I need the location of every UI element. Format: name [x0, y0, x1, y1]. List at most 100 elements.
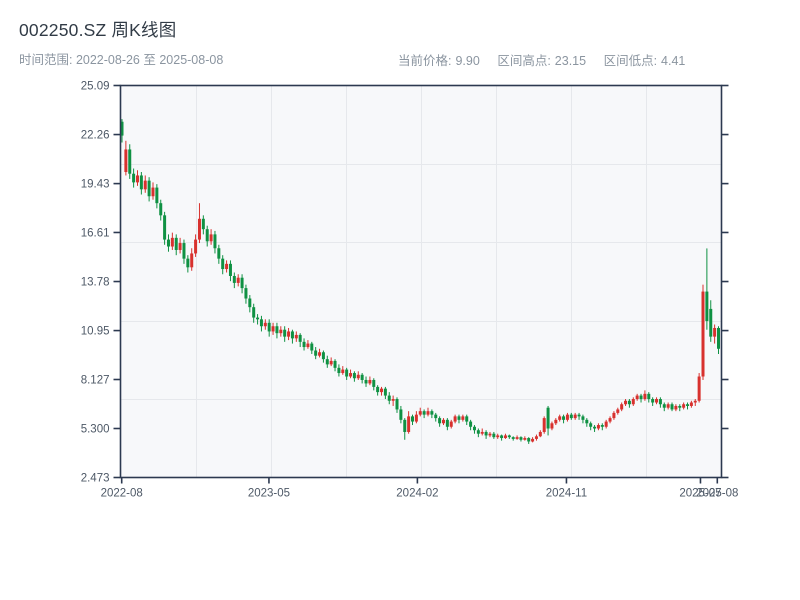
candle	[128, 149, 132, 174]
candle	[569, 414, 573, 419]
candle	[201, 218, 205, 230]
candle	[248, 298, 252, 308]
candle	[244, 288, 248, 299]
candle	[655, 399, 659, 403]
stat-range-high: 区间高点: 23.15	[497, 54, 586, 68]
candle	[182, 243, 186, 259]
candle	[546, 407, 550, 429]
candle	[445, 419, 449, 427]
candle	[259, 319, 263, 327]
candle	[418, 411, 422, 415]
candle	[252, 307, 256, 318]
candle	[349, 373, 353, 377]
candle	[329, 360, 333, 365]
candle	[573, 414, 577, 419]
stat-value: 23.15	[554, 54, 587, 68]
candle	[670, 404, 674, 410]
candle	[651, 399, 655, 403]
candle	[135, 175, 139, 183]
candle	[426, 411, 430, 415]
gridlines	[120, 85, 722, 478]
x-axis: 2022-08 2023-05 2024-02 2024-11 2025-072025-…	[101, 477, 738, 500]
candle	[364, 379, 368, 384]
candle	[391, 399, 395, 401]
candle	[631, 399, 635, 405]
candle	[558, 416, 562, 420]
candle	[550, 423, 554, 429]
candle	[283, 329, 287, 337]
y-tick-label: 10.95	[81, 325, 110, 337]
candle	[360, 374, 364, 380]
candle	[197, 218, 201, 240]
candle	[414, 414, 418, 422]
candles-group	[120, 119, 720, 444]
candle	[507, 435, 511, 438]
candle	[430, 411, 434, 415]
candle	[500, 435, 504, 439]
candle	[314, 350, 318, 356]
candle	[438, 418, 442, 424]
candle	[209, 234, 213, 242]
candle	[151, 187, 155, 197]
stats-bar: 当前价格: 9.90 区间高点: 23.15 区间低点: 4.41	[398, 50, 699, 69]
candle	[395, 399, 399, 410]
candle	[624, 400, 628, 405]
candle	[693, 400, 697, 403]
candle	[217, 248, 221, 259]
candle	[523, 438, 527, 440]
candle	[139, 175, 143, 190]
candle	[387, 395, 391, 401]
candle	[527, 438, 531, 442]
candle	[709, 308, 713, 337]
candle	[225, 263, 229, 270]
candle	[469, 421, 473, 427]
candle	[376, 386, 380, 393]
candle	[194, 239, 198, 254]
candle	[124, 149, 128, 172]
kline-chart: 25.09 22.26 19.43 16.61 13.78 10.95 8.127 5.300…	[81, 80, 739, 500]
stat-label: 区间低点:	[603, 54, 658, 68]
candle	[565, 414, 569, 420]
candle	[213, 234, 217, 249]
y-tick-label: 13.78	[81, 276, 110, 288]
candle	[221, 258, 225, 270]
candle	[190, 253, 194, 268]
candle	[422, 411, 426, 415]
page-title: 002250.SZ 周K线图	[19, 20, 177, 40]
candle	[449, 421, 453, 427]
candle	[686, 404, 690, 406]
candle	[267, 322, 271, 332]
candle	[178, 243, 182, 250]
candle	[515, 437, 519, 439]
candle	[488, 433, 492, 436]
candle	[240, 277, 244, 289]
candle	[538, 431, 542, 437]
candle	[519, 437, 523, 440]
candle	[465, 416, 469, 422]
candle	[302, 341, 306, 348]
stat-label: 区间高点:	[497, 54, 551, 68]
candle	[616, 409, 620, 413]
y-tick-label: 22.26	[81, 129, 110, 141]
y-tick-label: 8.127	[81, 374, 110, 386]
x-tick-label: 2022-08	[101, 488, 143, 500]
candle	[542, 418, 546, 432]
candle	[306, 343, 310, 348]
stat-current-price: 当前价格: 9.90	[398, 54, 480, 68]
candle	[717, 327, 720, 349]
candle	[333, 360, 337, 368]
candle	[689, 402, 693, 406]
candle	[298, 334, 302, 342]
candle	[585, 419, 589, 424]
candle	[290, 331, 294, 339]
candle	[593, 426, 597, 429]
candle	[674, 405, 678, 410]
candle	[368, 379, 372, 384]
candle	[294, 334, 298, 339]
candle	[271, 326, 275, 332]
candle	[627, 400, 631, 405]
candle	[228, 263, 232, 276]
candle	[287, 331, 291, 337]
candle	[461, 416, 465, 420]
